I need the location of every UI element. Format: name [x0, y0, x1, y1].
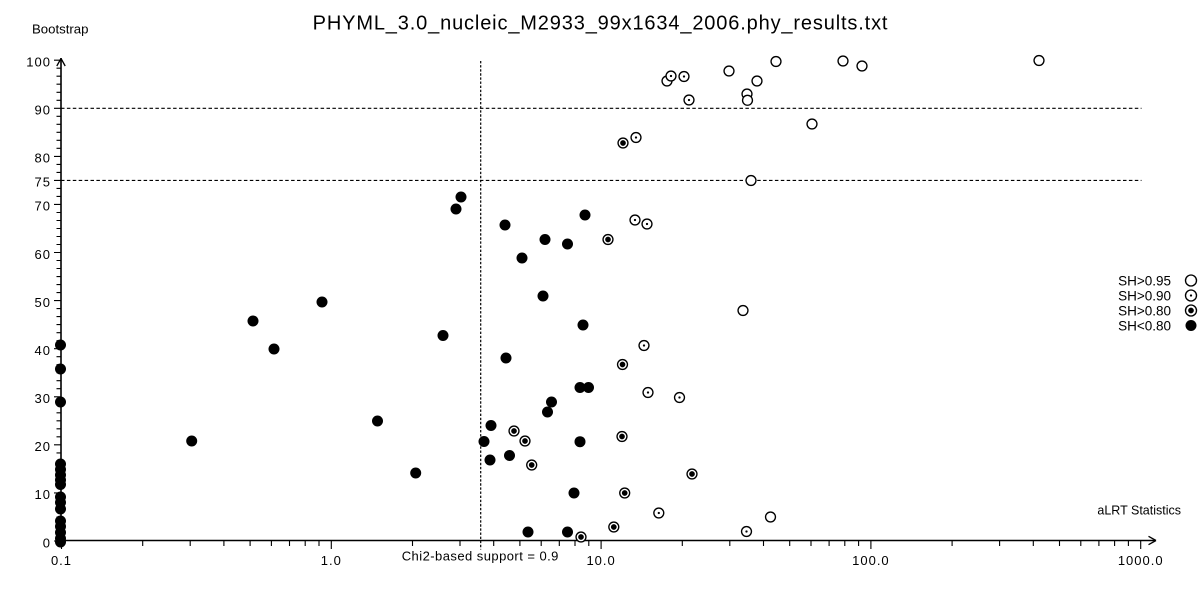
svg-text:30: 30: [35, 391, 51, 406]
svg-text:1.0: 1.0: [321, 553, 342, 568]
svg-text:0: 0: [43, 535, 51, 550]
svg-text:80: 80: [35, 151, 51, 166]
svg-text:60: 60: [35, 247, 51, 262]
svg-text:40: 40: [35, 343, 51, 358]
svg-text:75: 75: [35, 175, 51, 190]
svg-text:PHYML_3.0_nucleic_M2933_99x163: PHYML_3.0_nucleic_M2933_99x1634_2006.phy…: [313, 12, 889, 34]
svg-text:SH>0.90: SH>0.90: [1118, 288, 1171, 303]
svg-text:70: 70: [35, 199, 51, 214]
svg-text:aLRT Statistics: aLRT Statistics: [1097, 504, 1181, 518]
svg-text:90: 90: [35, 103, 51, 118]
svg-text:20: 20: [35, 439, 51, 454]
svg-text:0.1: 0.1: [51, 553, 72, 568]
svg-text:SH>0.80: SH>0.80: [1118, 303, 1171, 318]
svg-text:100: 100: [26, 55, 51, 70]
svg-text:100.0: 100.0: [852, 553, 890, 568]
svg-text:Chi2-based support = 0.9: Chi2-based support = 0.9: [402, 549, 559, 564]
svg-text:50: 50: [35, 295, 51, 310]
svg-text:SH<0.80: SH<0.80: [1118, 318, 1171, 333]
svg-text:10: 10: [35, 487, 51, 502]
svg-text:1000.0: 1000.0: [1118, 553, 1164, 568]
svg-text:SH>0.95: SH>0.95: [1118, 273, 1171, 288]
svg-text:Bootstrap: Bootstrap: [32, 22, 88, 37]
svg-text:10.0: 10.0: [586, 553, 615, 568]
